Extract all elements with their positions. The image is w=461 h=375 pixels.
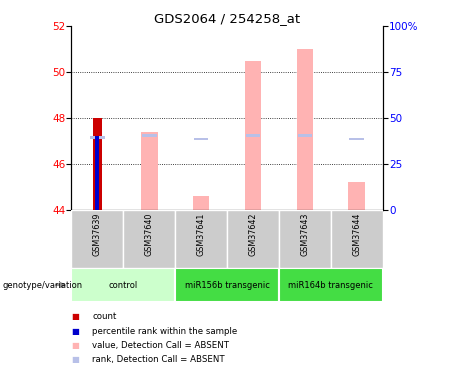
Text: ■: ■: [71, 341, 79, 350]
Bar: [194, 138, 208, 140]
Text: ■: ■: [71, 355, 79, 364]
Bar: [331, 210, 383, 268]
Text: GSM37643: GSM37643: [300, 212, 309, 256]
Bar: [175, 210, 227, 268]
Bar: [298, 134, 312, 136]
Text: GSM37640: GSM37640: [145, 212, 154, 256]
Bar: [279, 210, 331, 268]
Bar: [141, 132, 158, 210]
Bar: [142, 134, 157, 136]
Bar: [279, 268, 383, 302]
Bar: [95, 136, 100, 210]
Bar: [90, 136, 105, 139]
Bar: [175, 268, 279, 302]
Bar: [93, 118, 102, 210]
Text: count: count: [92, 312, 117, 321]
Text: GSM37641: GSM37641: [196, 212, 206, 256]
Bar: [296, 49, 313, 210]
Text: ■: ■: [71, 312, 79, 321]
Text: miR156b transgenic: miR156b transgenic: [184, 280, 270, 290]
Text: genotype/variation: genotype/variation: [2, 280, 83, 290]
Text: rank, Detection Call = ABSENT: rank, Detection Call = ABSENT: [92, 355, 225, 364]
Bar: [124, 210, 175, 268]
Bar: [246, 134, 260, 136]
Bar: [349, 182, 365, 210]
Title: GDS2064 / 254258_at: GDS2064 / 254258_at: [154, 12, 300, 25]
Text: GSM37639: GSM37639: [93, 212, 102, 256]
Text: value, Detection Call = ABSENT: value, Detection Call = ABSENT: [92, 341, 229, 350]
Text: control: control: [109, 280, 138, 290]
Text: miR164b transgenic: miR164b transgenic: [288, 280, 373, 290]
Text: ■: ■: [71, 327, 79, 336]
Bar: [227, 210, 279, 268]
Bar: [193, 196, 209, 210]
Text: GSM37644: GSM37644: [352, 212, 361, 256]
Bar: [349, 138, 364, 140]
Text: GSM37642: GSM37642: [248, 212, 258, 256]
Bar: [71, 268, 175, 302]
Bar: [71, 210, 124, 268]
Text: percentile rank within the sample: percentile rank within the sample: [92, 327, 237, 336]
Bar: [245, 61, 261, 210]
